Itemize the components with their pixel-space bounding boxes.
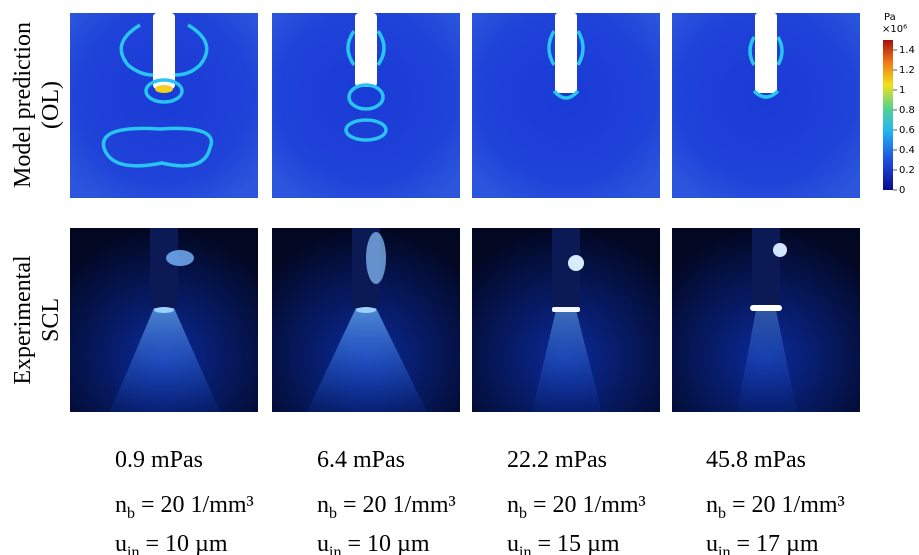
subscript: in [519,544,531,555]
row-label-line: Model prediction [10,22,36,188]
exp-panel [672,228,860,412]
parameter-text: = 20 1/mm³ [527,492,646,518]
colorbar-ramp [883,40,893,190]
colorbar-tick-label: 1.2 [899,65,915,76]
parameter-label: nb = 20 1/mm³ [317,492,456,522]
viscosity-label: 22.2 mPas [507,447,607,473]
colorbar-tick-label: 0.4 [899,145,915,156]
colorbar-tick-label: 0.6 [899,125,915,136]
symbol: n [115,492,127,518]
colorbar-tick-label: 0 [899,185,905,196]
subscript: in [718,544,730,555]
figure: Model prediction (OL) Experimental SCL P… [0,0,919,555]
colorbar-tick-label: 1.4 [899,45,915,56]
colorbar: Pa ×10⁶ 0 0.2 0.4 0.6 0.8 1 1.2 1.4 [882,12,915,196]
symbol: u [507,531,519,555]
symbol: u [706,531,718,555]
symbol: n [706,492,718,518]
sim-panel [272,13,460,198]
parameter-label: uin = 17 µm [706,531,819,555]
parameter-label: nb = 20 1/mm³ [115,492,254,522]
viscosity-label: 6.4 mPas [317,447,405,473]
parameter-text: = 10 µm [139,531,227,555]
colorbar-tick-label: 0.8 [899,105,915,116]
parameter-text: = 20 1/mm³ [135,492,254,518]
exp-panel [70,228,258,412]
subscript: in [127,544,139,555]
parameter-text: = 20 1/mm³ [726,492,845,518]
sim-panel [672,13,860,198]
colorbar-unit: Pa [884,12,896,23]
subscript: in [329,544,341,555]
colorbar-tick-label: 1 [899,85,905,96]
exp-panel [272,228,460,412]
sim-panel [472,13,660,198]
symbol: u [115,531,127,555]
parameter-text: = 10 µm [341,531,429,555]
parameter-label: uin = 15 µm [507,531,620,555]
symbol: n [507,492,519,518]
sim-panel [70,13,258,198]
row-label-line: Experimental [10,255,36,385]
row-label-line: SCL [38,298,64,342]
parameter-label: nb = 20 1/mm³ [706,492,845,522]
subscript: b [329,505,337,522]
parameter-label: nb = 20 1/mm³ [507,492,646,522]
viscosity-label: 0.9 mPas [115,447,203,473]
subscript: b [127,505,135,522]
exp-panel [472,228,660,412]
symbol: n [317,492,329,518]
subscript: b [718,505,726,522]
parameter-text: = 17 µm [730,531,818,555]
row-label-line: (OL) [38,81,64,129]
subscript: b [519,505,527,522]
colorbar-tick-label: 0.2 [899,165,915,176]
parameter-text: = 20 1/mm³ [337,492,456,518]
colorbar-multiplier: ×10⁶ [882,24,907,35]
symbol: u [317,531,329,555]
row-label: Model prediction (OL) Experimental SCL [10,22,64,385]
parameter-label: uin = 10 µm [317,531,430,555]
parameter-text: = 15 µm [531,531,619,555]
viscosity-label: 45.8 mPas [706,447,806,473]
parameter-label: uin = 10 µm [115,531,228,555]
